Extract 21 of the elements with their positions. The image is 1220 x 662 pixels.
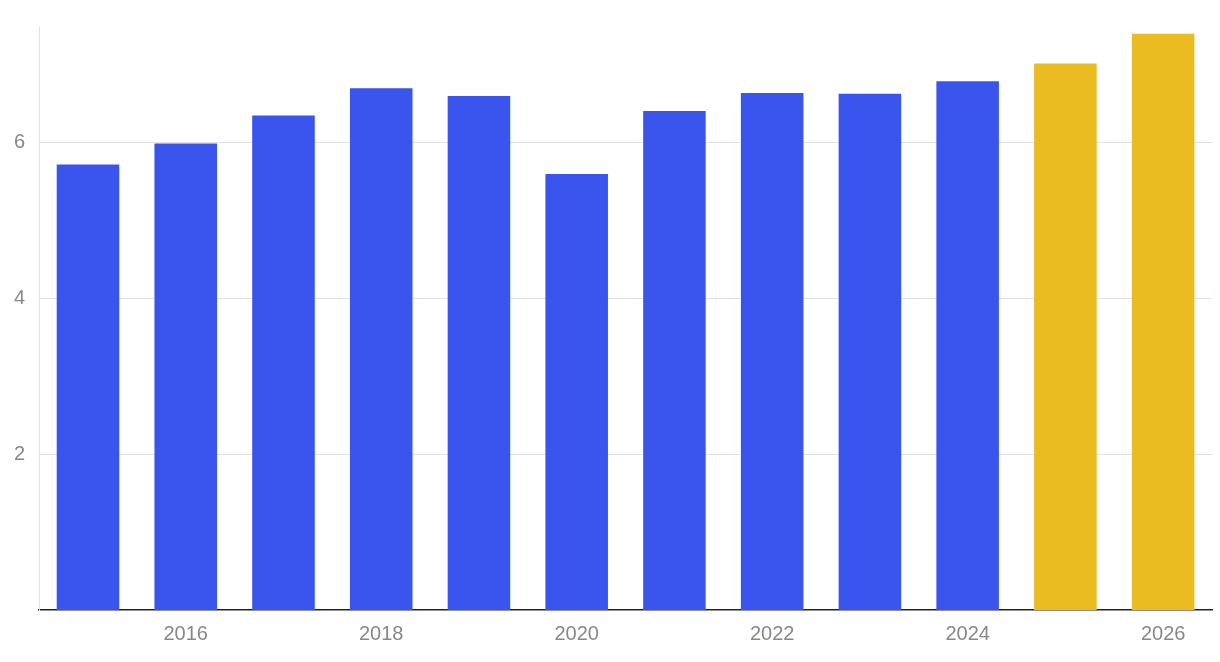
x-tick-label: 2022 — [749, 621, 795, 644]
bar — [545, 173, 608, 610]
x-tick-label: 2018 — [358, 621, 404, 644]
bar — [56, 164, 120, 610]
x-tick-label: 2026 — [1140, 621, 1186, 644]
bar — [643, 110, 706, 610]
bar — [740, 92, 804, 610]
bar — [252, 115, 315, 610]
bar — [154, 143, 218, 610]
bar — [349, 88, 413, 610]
y-tick-label: 6 — [14, 130, 26, 153]
bar — [1034, 63, 1097, 610]
x-tick-label: 2024 — [945, 621, 990, 644]
bar — [447, 96, 511, 610]
x-tick-label: 2020 — [554, 621, 599, 644]
bar — [936, 81, 999, 610]
y-tick-label: 2 — [14, 441, 26, 464]
bar — [838, 93, 902, 610]
bar — [1131, 33, 1195, 610]
y-tick-label: 4 — [14, 286, 26, 309]
x-tick-label: 2016 — [163, 621, 208, 644]
